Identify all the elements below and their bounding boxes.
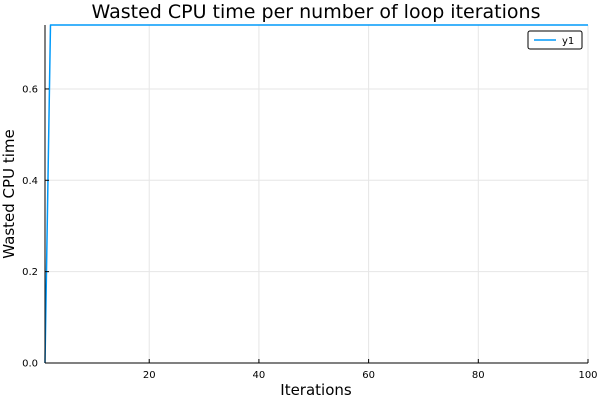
y-tick-label: 0.6 [22,84,38,95]
y-tick-label: 0.0 [22,359,38,370]
series-line-y1 [44,24,588,364]
y-axis-ticks: 0.0 0.2 0.4 0.6 [22,84,49,370]
legend-label-y1: y1 [562,36,574,47]
chart-title: Wasted CPU time per number of loop itera… [92,1,541,23]
y-tick-label: 0.2 [22,267,38,278]
x-tick-label: 40 [253,370,266,381]
x-tick-label: 80 [472,370,485,381]
y-tick-label: 0.4 [22,176,38,187]
x-tick-label: 100 [578,370,597,381]
series-layer [44,24,588,364]
y-axis-label: Wasted CPU time [0,129,18,258]
legend: y1 [527,30,583,50]
x-tick-label: 60 [362,370,375,381]
x-tick-label: 20 [143,370,156,381]
x-axis-label: Iterations [280,381,352,399]
x-axis-ticks: 20 40 60 80 100 [143,359,598,381]
